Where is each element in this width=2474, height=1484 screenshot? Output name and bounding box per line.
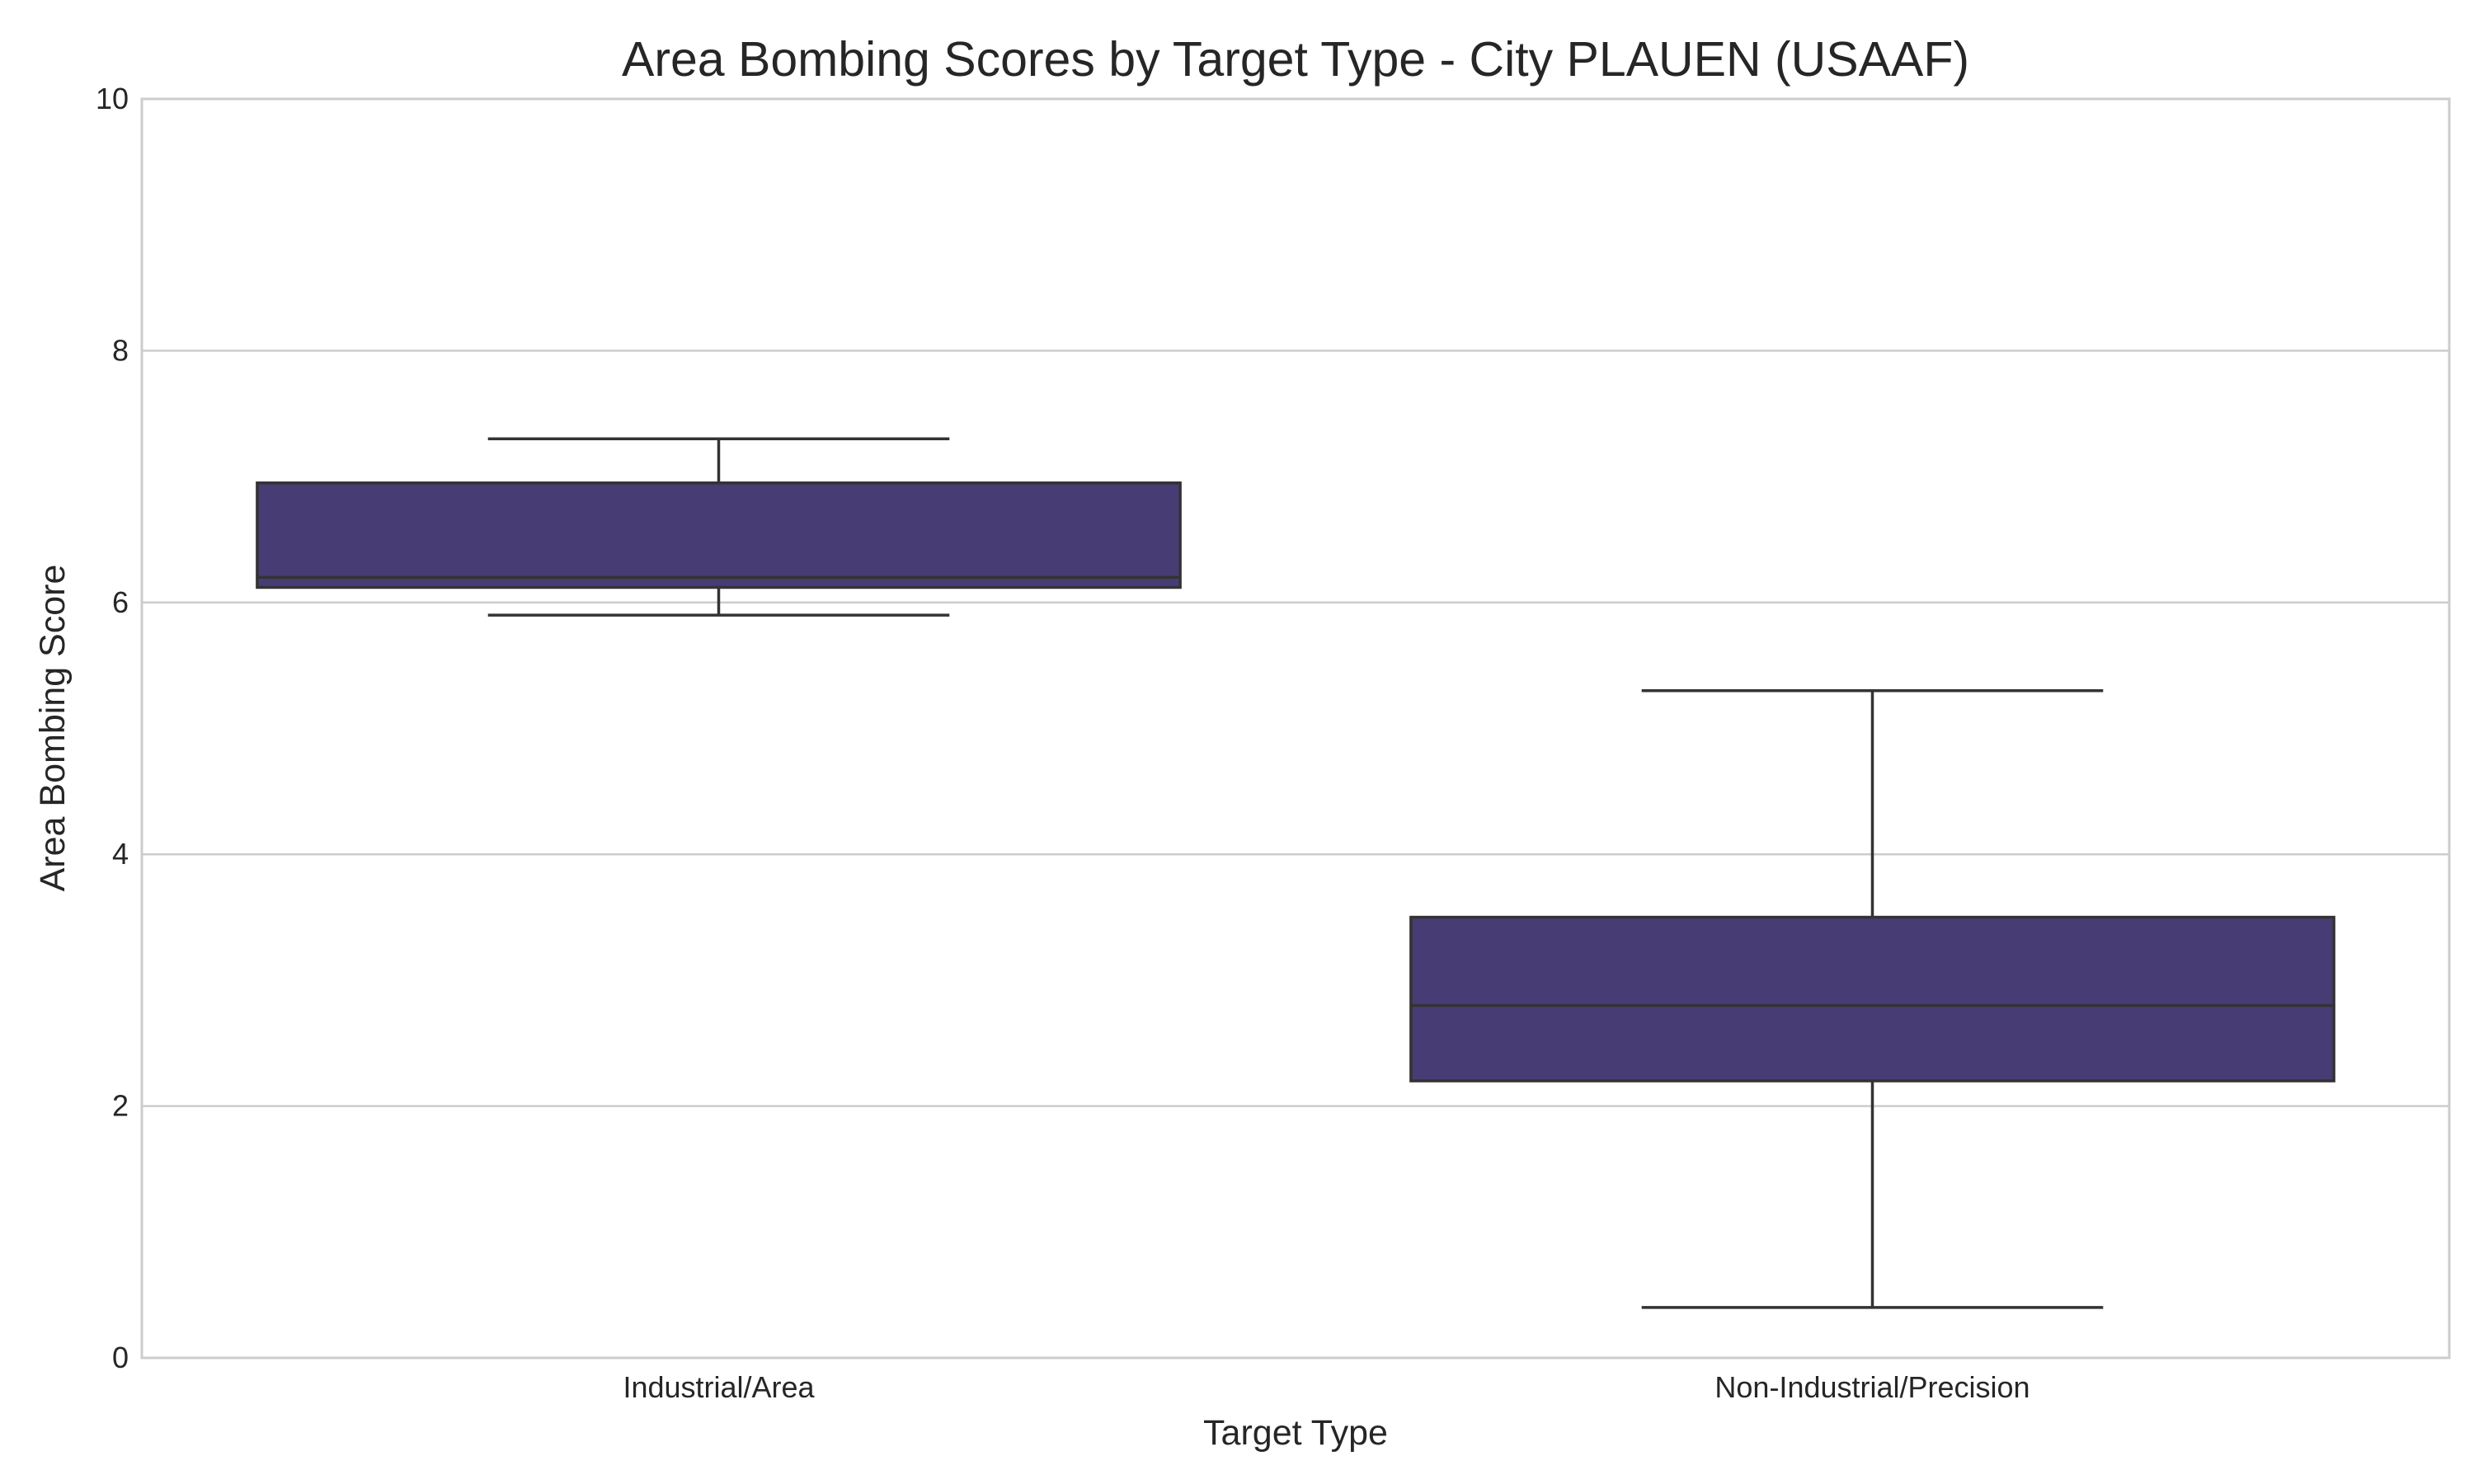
grid	[142, 350, 2449, 1107]
y-tick-label: 4	[112, 837, 129, 871]
y-tick-label: 6	[112, 585, 129, 619]
y-tick-label: 2	[112, 1089, 129, 1123]
y-tick-label: 8	[112, 333, 129, 367]
boxes	[256, 437, 2335, 1309]
y-tick-label: 10	[96, 82, 129, 115]
x-tick-label: Non-Industrial/Precision	[1714, 1370, 2030, 1404]
chart-title: Area Bombing Scores by Target Type - Cit…	[622, 32, 1969, 87]
x-axis-ticks: Industrial/Area Non-Industrial/Precision	[623, 1370, 2030, 1404]
x-axis-label: Target Type	[1203, 1413, 1388, 1453]
y-tick-label: 0	[112, 1341, 129, 1374]
box-0	[256, 437, 1182, 617]
box-1	[1409, 688, 2335, 1309]
x-tick-label: Industrial/Area	[623, 1370, 815, 1404]
y-axis-ticks: 0 2 4 6 8 10	[96, 82, 129, 1374]
iqr-box	[1409, 915, 2335, 1082]
plot-frame	[140, 97, 2451, 1360]
y-axis-label: Area Bombing Score	[33, 565, 73, 892]
iqr-box	[256, 481, 1182, 589]
